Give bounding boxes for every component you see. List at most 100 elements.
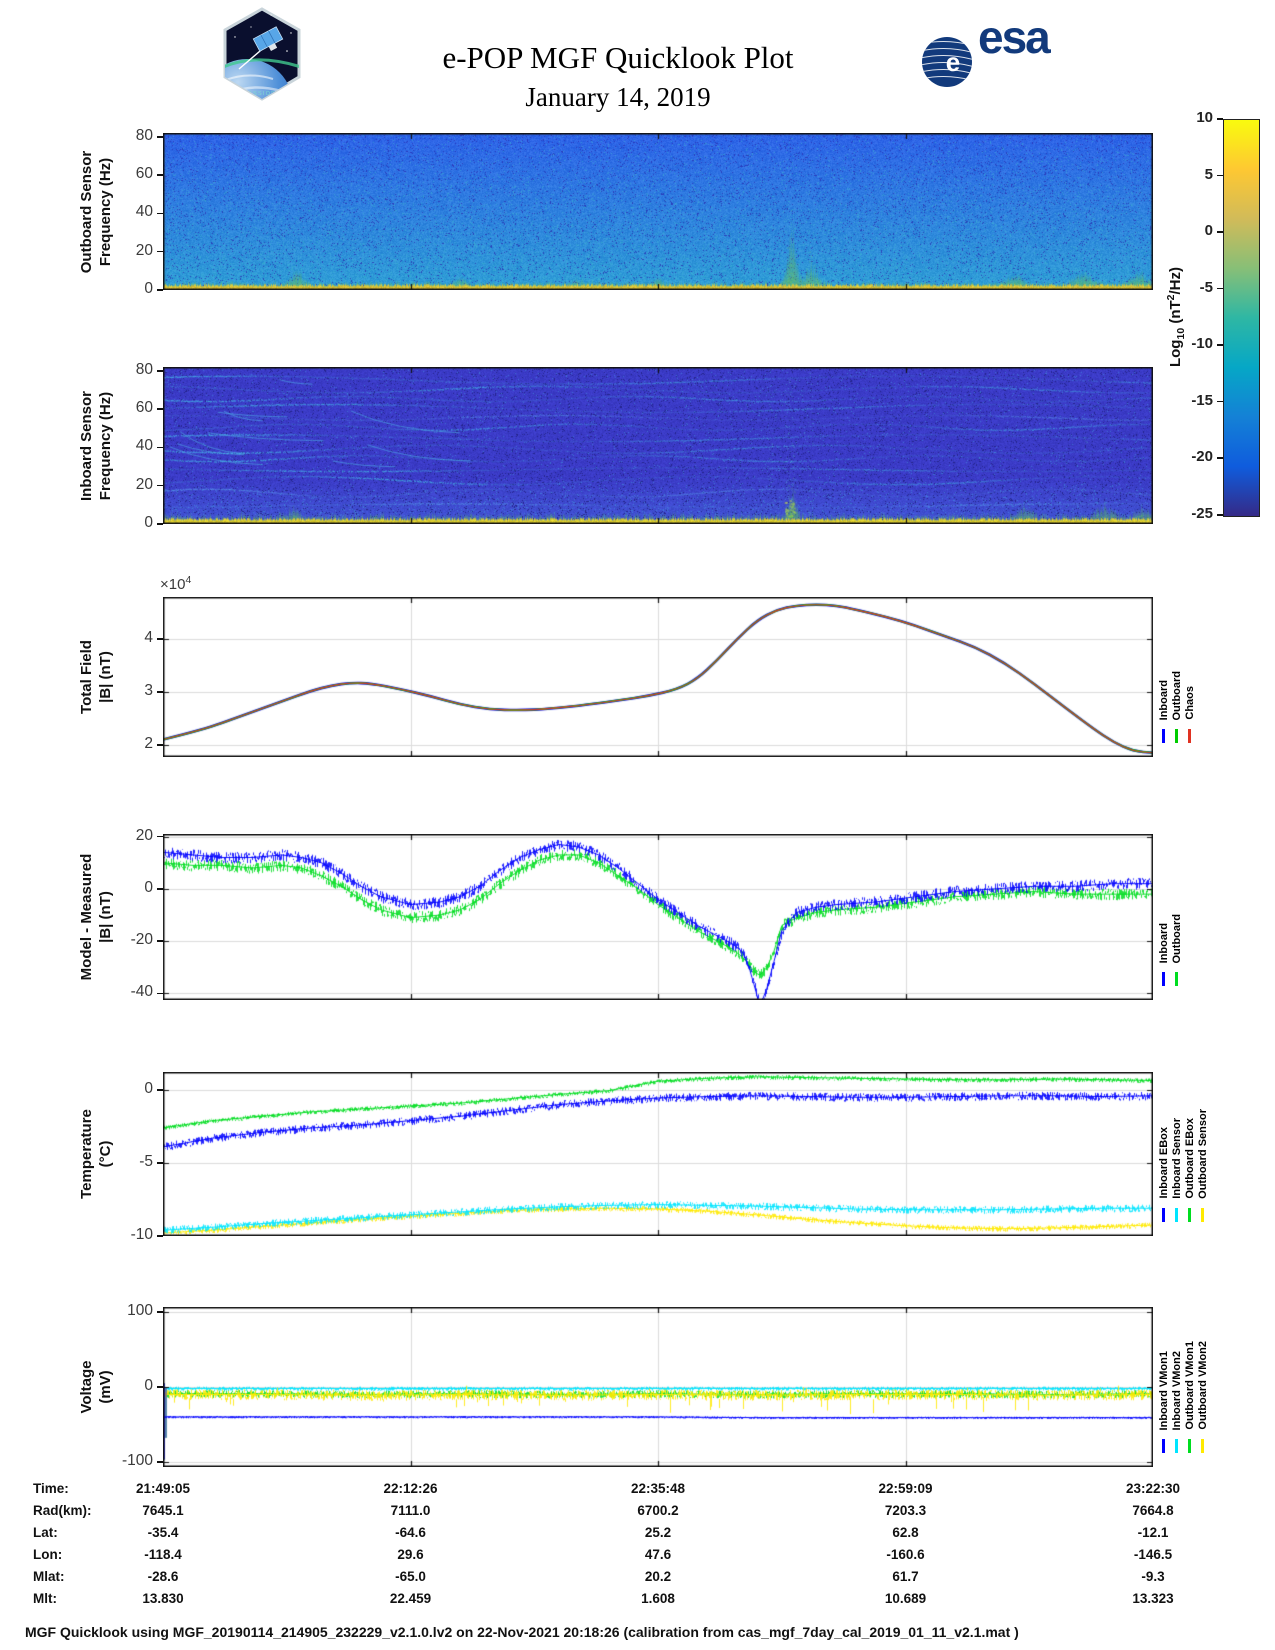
table-cell: -64.6 <box>395 1525 426 1540</box>
y-tick-mark <box>157 1386 163 1388</box>
legend-marker <box>1162 1208 1165 1222</box>
y-tick-label: 0 <box>144 514 153 531</box>
y-tick-label: -5 <box>139 1152 153 1170</box>
y-tick-label: 0 <box>144 1377 153 1394</box>
colorbar-tick-label: 0 <box>1204 222 1213 240</box>
plot-panel-2 <box>163 367 1153 524</box>
legend-label: Outboard VMon1 <box>1183 1341 1196 1430</box>
y-axis-label-line: Inboard Sensor <box>78 390 95 501</box>
model-measured-canvas <box>163 834 1153 1000</box>
y-tick-label: 20 <box>135 475 153 493</box>
colorbar-tick-label: 5 <box>1204 165 1213 183</box>
table-cell: 47.6 <box>644 1547 672 1562</box>
colorbar <box>1223 119 1260 517</box>
y-axis-label-line: Model - Measured <box>78 853 95 981</box>
plot-panel-4 <box>163 834 1153 1000</box>
table-cell: -118.4 <box>144 1547 182 1562</box>
y-tick-mark <box>157 835 163 838</box>
table-row-label: Mlt: <box>33 1591 57 1606</box>
voltage-canvas <box>163 1307 1153 1467</box>
cassiope-patch-icon: CASSIOPE <box>221 7 303 101</box>
y-tick-mark <box>157 174 163 176</box>
table-cell: 22:59:09 <box>878 1481 933 1496</box>
table-cell: -9.3 <box>1141 1569 1165 1584</box>
y-tick-label: 80 <box>135 360 153 378</box>
plot-panel-6 <box>163 1307 1153 1467</box>
table-cell: 1.608 <box>641 1591 675 1606</box>
table-cell: -35.4 <box>147 1525 179 1540</box>
table-row-label: Lon: <box>33 1547 63 1562</box>
y-tick-label: -20 <box>130 931 153 949</box>
y-tick-mark <box>157 744 163 746</box>
table-cell: 29.6 <box>397 1547 424 1562</box>
y-tick-label: 3 <box>144 681 153 699</box>
patch-text: CASSIOPE <box>243 91 281 97</box>
legend-label: Inboard <box>1157 679 1170 720</box>
table-cell: 7203.3 <box>884 1503 927 1518</box>
y-axis-label-line: |B| (nT) <box>97 891 114 943</box>
colorbar-tick-mark <box>1217 231 1223 233</box>
y-axis-label-panel-4: Model - Measured |B| (nT) <box>77 854 115 981</box>
legend-entry: Outboard Sensor <box>1196 1072 1209 1236</box>
table-row-label: Lat: <box>33 1525 58 1540</box>
colorbar-tick-label: 10 <box>1196 109 1213 126</box>
y-tick-mark <box>157 1089 163 1091</box>
table-cell: 21:49:05 <box>135 1481 191 1496</box>
y-tick-mark <box>157 289 163 291</box>
y-tick-mark <box>157 691 163 693</box>
legend-label: Outboard <box>1170 670 1183 721</box>
colorbar-tick-label: -10 <box>1191 335 1213 353</box>
y-tick-mark <box>157 992 163 995</box>
legend-marker <box>1188 1439 1191 1453</box>
legend-panel-3: Inboard Outboard Chaos <box>1157 597 1196 757</box>
legend-marker <box>1175 1439 1178 1453</box>
y-tick-mark <box>157 136 163 138</box>
legend-label: Inboard EBox <box>1157 1127 1170 1199</box>
footer-text: MGF Quicklook using MGF_20190114_214905_… <box>25 1624 1019 1640</box>
table-cell: 20.2 <box>644 1569 672 1584</box>
y-tick-label: 40 <box>135 203 153 221</box>
colorbar-tick-mark <box>1217 514 1223 516</box>
legend-marker <box>1175 729 1178 743</box>
plot-panel-5 <box>163 1072 1153 1236</box>
y-tick-label: 40 <box>135 437 153 455</box>
table-cell: -146.5 <box>1133 1547 1173 1562</box>
legend-entry: Outboard EBox <box>1183 1072 1196 1236</box>
y-tick-label: 60 <box>135 399 153 417</box>
colorbar-tick-label: -20 <box>1191 448 1213 466</box>
legend-entry: Inboard VMon1 <box>1157 1307 1170 1467</box>
colorbar-tick-label: -5 <box>1199 278 1213 296</box>
y-tick-mark <box>157 523 163 525</box>
table-cell: 62.8 <box>892 1525 919 1540</box>
colorbar-tick-mark <box>1217 344 1223 346</box>
plot-panel-1 <box>163 133 1153 290</box>
outboard-sensor-canvas <box>163 133 1153 290</box>
table-cell: 22:35:48 <box>630 1481 686 1496</box>
y-tick-label: 100 <box>127 1302 153 1320</box>
legend-marker <box>1175 1208 1178 1222</box>
y-axis-label-line: Total Field <box>78 640 95 714</box>
table-cell: 6700.2 <box>637 1503 679 1518</box>
legend-marker <box>1188 1208 1191 1222</box>
table-cell: -28.6 <box>147 1569 179 1584</box>
table-cell: -12.1 <box>1137 1525 1169 1540</box>
table-cell: 7645.1 <box>142 1503 184 1518</box>
esa-wordmark: esa <box>978 11 1051 63</box>
y-tick-label: 0 <box>144 280 153 297</box>
y-tick-mark <box>157 1461 163 1463</box>
legend-marker <box>1162 1439 1165 1453</box>
legend-entry: Outboard VMon1 <box>1183 1307 1196 1467</box>
y-tick-mark <box>157 1235 163 1237</box>
colorbar-tick-mark <box>1217 287 1223 290</box>
legend-entry: Inboard EBox <box>1157 1072 1170 1236</box>
y-tick-mark <box>157 638 163 640</box>
legend-marker <box>1201 1439 1204 1453</box>
table-row-label: Mlat: <box>33 1569 65 1584</box>
legend-entry: Chaos <box>1183 597 1196 757</box>
legend-entry: Outboard <box>1170 834 1183 1000</box>
y-tick-mark <box>157 484 163 487</box>
temperature-canvas <box>163 1072 1153 1236</box>
y-tick-mark <box>157 370 163 372</box>
y-tick-label: -100 <box>121 1451 153 1469</box>
